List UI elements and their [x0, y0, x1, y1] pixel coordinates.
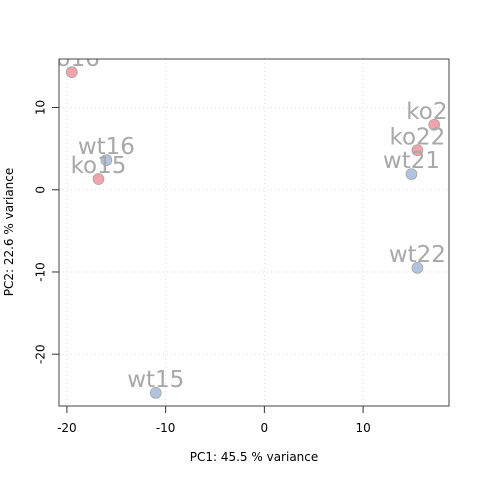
point-wt16 [100, 154, 113, 166]
grid-lines [59, 59, 449, 406]
y-tick-label: 0 [34, 186, 48, 194]
plot-frame [58, 58, 450, 407]
y-axis-title: PC2: 22.6 % variance [2, 168, 16, 297]
x-tick-label: -10 [156, 421, 176, 435]
point-label-wt22: wt22 [389, 242, 446, 268]
point-label-wt15: wt15 [127, 367, 184, 393]
point-label-ko22: ko22 [389, 124, 445, 150]
point-wt15 [149, 387, 162, 399]
x-tick-label: 0 [261, 421, 269, 435]
y-tick-label: 10 [34, 100, 48, 115]
y-tick-label: -20 [34, 344, 48, 364]
point-ko21 [428, 118, 440, 131]
point-wt22 [411, 262, 424, 274]
point-label-wt21: wt21 [383, 148, 440, 174]
x-tick-label: 10 [355, 421, 370, 435]
x-axis-title: PC1: 45.5 % variance [190, 450, 319, 464]
point-wt21 [405, 168, 418, 180]
x-tick-label: -20 [57, 421, 77, 435]
point-label-ko15: ko15 [71, 153, 127, 179]
point-label-wt16: wt16 [78, 134, 135, 160]
axis-ticks: -20 -10 0 10 -20 -10 0 10 [34, 100, 371, 435]
point-ko22 [411, 144, 424, 157]
point-ko15 [92, 173, 105, 185]
point-label-ko21: ko21 [406, 99, 462, 125]
point-label-ko16: ko16 [44, 46, 100, 72]
y-tick-label: -10 [34, 262, 48, 282]
data-points [66, 66, 440, 399]
point-ko16 [66, 66, 78, 78]
